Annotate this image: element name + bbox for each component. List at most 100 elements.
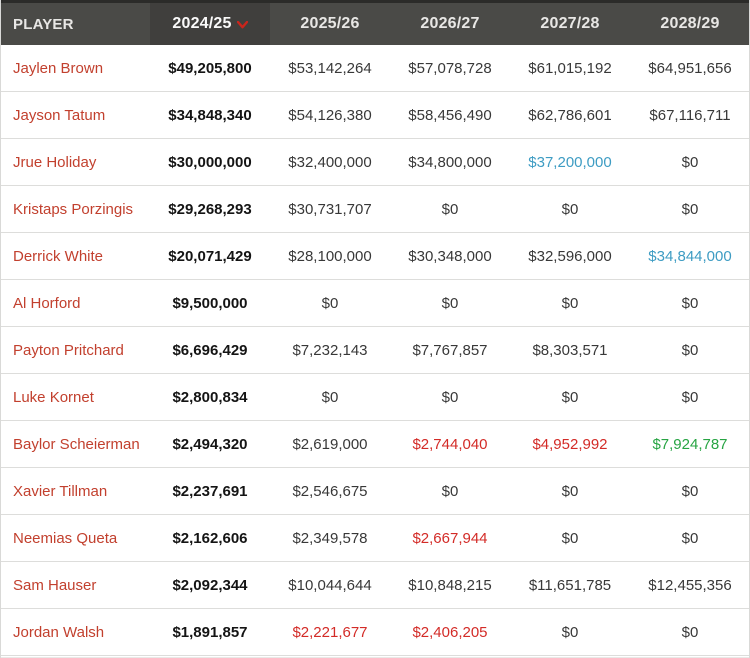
table-row: Jrue Holiday $30,000,000 $32,400,000 $34… [1,139,749,186]
salary-value: $62,786,601 [528,106,612,124]
salary-cell-2026-27: $58,456,490 [390,92,510,138]
salary-value: $2,667,944 [412,529,488,547]
player-name-link[interactable]: Derrick White [13,247,104,265]
salary-cell-2028-29: $0 [630,186,750,232]
player-name-link[interactable]: Xavier Tillman [13,482,108,500]
salary-value: $29,268,293 [168,200,252,218]
salary-cell-2027-28: $32,596,000 [510,233,630,279]
salary-value: $0 [441,200,459,218]
salary-cell-2028-29: $0 [630,327,750,373]
column-header-player[interactable]: PLAYER [1,3,150,45]
player-cell: Xavier Tillman [1,468,150,514]
season-column-label: 2027/28 [540,15,600,32]
table-row: Al Horford $9,500,000 $0 $0 $0 $0 [1,280,749,327]
salary-value: $28,100,000 [288,247,372,265]
salary-value: $10,848,215 [408,576,492,594]
salary-value: $0 [441,388,459,406]
salary-cell-2028-29: $0 [630,139,750,185]
player-name-link[interactable]: Jordan Walsh [13,623,105,641]
salary-cell-2028-29: $0 [630,280,750,326]
player-cell: Jordan Walsh [1,609,150,655]
table-row: Kristaps Porzingis $29,268,293 $30,731,7… [1,186,749,233]
salary-cell-2025-26: $54,126,380 [270,92,390,138]
player-name-link[interactable]: Jaylen Brown [13,59,104,77]
salary-cell-2028-29: $64,951,656 [630,45,750,91]
salary-cell-2025-26: $30,731,707 [270,186,390,232]
salary-cell-2027-28: $0 [510,515,630,561]
salary-cell-2025-26: $2,619,000 [270,421,390,467]
player-cell: Sam Hauser [1,562,150,608]
player-cell: Kristaps Porzingis [1,186,150,232]
salary-value: $34,800,000 [408,153,492,171]
player-name-link[interactable]: Neemias Queta [13,529,118,547]
salary-value: $0 [681,341,699,359]
player-name-link[interactable]: Baylor Scheierman [13,435,140,453]
salary-value: $2,349,578 [292,529,368,547]
player-name-link[interactable]: Payton Pritchard [13,341,124,359]
sort-desc-icon[interactable] [236,21,248,29]
salary-cell-2026-27: $2,667,944 [390,515,510,561]
salary-cell-2025-26: $32,400,000 [270,139,390,185]
salary-cell-2025-26: $53,142,264 [270,45,390,91]
player-cell: Derrick White [1,233,150,279]
salary-cell-2028-29: $7,924,787 [630,421,750,467]
salary-value: $0 [561,529,579,547]
salary-cell-2027-28: $4,952,992 [510,421,630,467]
season-column-label: 2026/27 [420,15,480,32]
salary-cell-2024-25: $2,800,834 [150,374,270,420]
player-name-link[interactable]: Luke Kornet [13,388,94,406]
salary-cell-2027-28: $0 [510,186,630,232]
salary-value: $7,924,787 [652,435,728,453]
column-header-2024-25[interactable]: 2024/25 [150,3,270,45]
player-cell: Neemias Queta [1,515,150,561]
table-row: Baylor Scheierman $2,494,320 $2,619,000 … [1,421,749,468]
salary-cell-2026-27: $57,078,728 [390,45,510,91]
salary-value: $30,000,000 [168,153,252,171]
column-header-2025-26[interactable]: 2025/26 [270,3,390,45]
salary-cell-2028-29: $12,455,356 [630,562,750,608]
salary-value: $0 [681,294,699,312]
salary-cell-2025-26: $28,100,000 [270,233,390,279]
player-cell: Al Horford [1,280,150,326]
salary-cell-2026-27: $2,744,040 [390,421,510,467]
salary-cell-2024-25: $49,205,800 [150,45,270,91]
salary-cell-2027-28: $37,200,000 [510,139,630,185]
salary-cell-2025-26: $2,349,578 [270,515,390,561]
salary-cell-2024-25: $2,162,606 [150,515,270,561]
salary-value: $0 [441,482,459,500]
player-name-link[interactable]: Jrue Holiday [13,153,97,171]
salary-cell-2025-26: $10,044,644 [270,562,390,608]
salary-value: $61,015,192 [528,59,612,77]
salary-value: $2,237,691 [172,482,248,500]
table-row: Jordan Walsh $1,891,857 $2,221,677 $2,40… [1,609,749,656]
column-header-2027-28[interactable]: 2027/28 [510,3,630,45]
salary-cell-2024-25: $2,237,691 [150,468,270,514]
player-name-link[interactable]: Al Horford [13,294,81,312]
salary-value: $2,619,000 [292,435,368,453]
salary-value: $67,116,711 [649,106,731,124]
player-name-link[interactable]: Kristaps Porzingis [13,200,134,218]
salary-value: $0 [681,388,699,406]
salary-cell-2026-27: $0 [390,468,510,514]
salary-value: $2,800,834 [172,388,248,406]
salary-cell-2026-27: $10,848,215 [390,562,510,608]
table-row: Luke Kornet $2,800,834 $0 $0 $0 $0 [1,374,749,421]
column-header-2028-29[interactable]: 2028/29 [630,3,750,45]
player-column-label: PLAYER [13,15,74,33]
salary-cell-2024-25: $1,891,857 [150,609,270,655]
salary-cell-2025-26: $2,221,677 [270,609,390,655]
column-header-2026-27[interactable]: 2026/27 [390,3,510,45]
player-name-link[interactable]: Sam Hauser [13,576,97,594]
salary-cell-2027-28: $0 [510,609,630,655]
salary-cell-2027-28: $0 [510,374,630,420]
salary-value: $30,348,000 [408,247,492,265]
salary-value: $0 [561,623,579,641]
salary-cell-2024-25: $6,696,429 [150,327,270,373]
salary-cell-2025-26: $7,232,143 [270,327,390,373]
player-name-link[interactable]: Jayson Tatum [13,106,106,124]
salary-value: $0 [681,529,699,547]
salary-value: $0 [561,294,579,312]
salary-value: $0 [681,623,699,641]
salary-value: $2,221,677 [292,623,368,641]
